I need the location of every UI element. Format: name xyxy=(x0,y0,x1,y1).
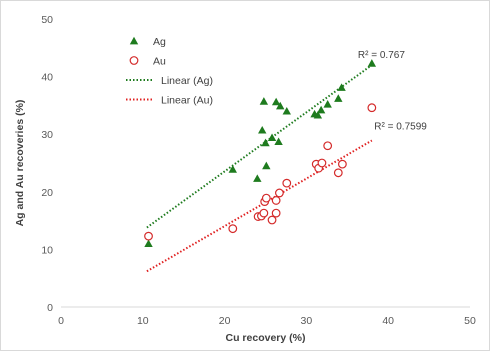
y-tick-label: 40 xyxy=(41,72,53,84)
point-au xyxy=(282,178,292,188)
y-tick-label: 10 xyxy=(41,244,53,256)
point-ag xyxy=(253,174,262,182)
point-ag xyxy=(271,97,281,106)
point-au xyxy=(323,141,333,151)
point-ag xyxy=(316,105,326,114)
point-au xyxy=(259,208,269,218)
point-ag xyxy=(262,161,271,170)
x-tick-label: 10 xyxy=(137,315,149,327)
point-ag xyxy=(276,101,285,110)
point-ag xyxy=(367,59,377,67)
r-squared-label-2: R² = 0.7599 xyxy=(374,122,427,133)
point-au xyxy=(317,158,327,168)
point-au xyxy=(333,168,343,178)
legend-label: Au xyxy=(153,56,166,68)
point-ag xyxy=(337,83,346,91)
legend-label: Linear (Au) xyxy=(161,95,213,107)
x-tick-label: 20 xyxy=(219,315,231,327)
legend-label: Ag xyxy=(153,36,166,48)
point-ag xyxy=(323,100,332,108)
trendline-linear-ag xyxy=(146,64,373,229)
y-axis-title: Ag and Au recoveries (%) xyxy=(14,100,26,227)
point-au xyxy=(261,193,271,203)
point-ag xyxy=(228,165,237,173)
legend-swatch-ag xyxy=(129,36,139,45)
point-au xyxy=(275,188,284,198)
point-ag xyxy=(259,97,269,105)
point-au xyxy=(337,159,347,169)
x-tick-label: 40 xyxy=(382,315,394,327)
point-au xyxy=(367,103,377,113)
x-tick-label: 30 xyxy=(301,315,313,327)
point-ag xyxy=(144,239,153,247)
point-ag xyxy=(282,106,291,115)
y-tick-label: 0 xyxy=(47,302,53,314)
x-tick-label: 0 xyxy=(58,315,64,327)
legend-swatch-au xyxy=(129,56,139,65)
x-axis-title: Cu recovery (%) xyxy=(226,332,306,344)
point-ag xyxy=(258,125,267,134)
point-ag xyxy=(261,138,270,147)
point-ag xyxy=(267,133,277,142)
point-au xyxy=(228,224,238,234)
point-ag xyxy=(313,110,323,119)
r-squared-label-1: R² = 0.767 xyxy=(358,50,405,61)
y-tick-label: 50 xyxy=(41,14,53,26)
y-tick-label: 30 xyxy=(41,129,53,141)
trendline-linear-au xyxy=(146,139,373,273)
point-au xyxy=(267,215,277,225)
y-tick-label: 20 xyxy=(41,187,53,199)
legend-label: Linear (Ag) xyxy=(161,75,213,87)
point-au xyxy=(271,208,281,218)
point-au xyxy=(144,231,153,241)
point-ag xyxy=(334,94,343,102)
point-au xyxy=(271,196,281,205)
x-tick-label: 50 xyxy=(464,315,476,327)
point-ag xyxy=(274,137,283,146)
